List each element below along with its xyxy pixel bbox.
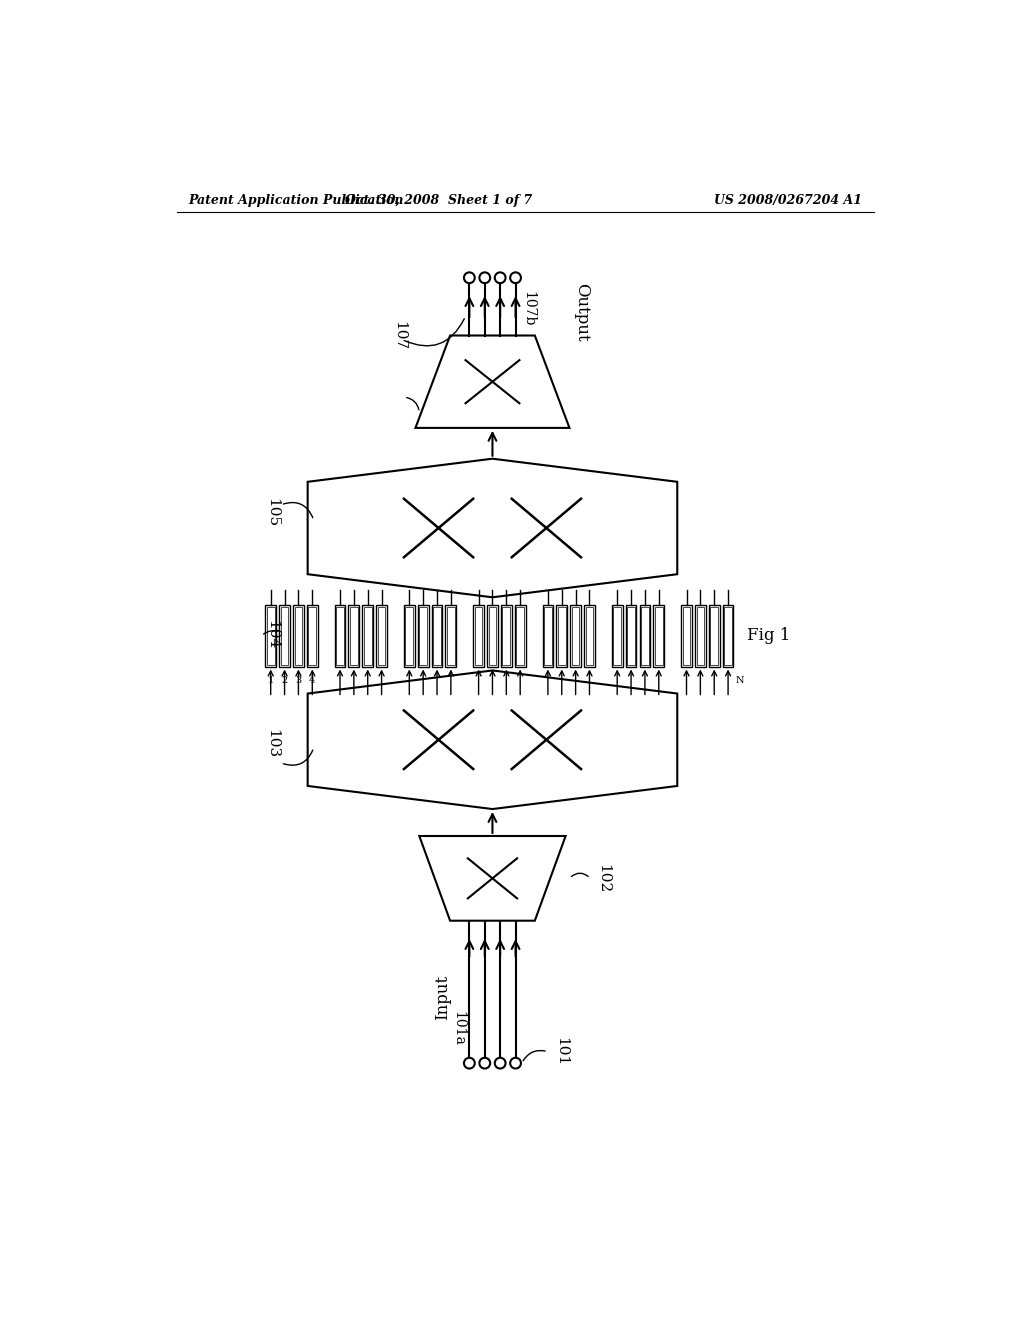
Bar bbox=[683, 607, 690, 665]
Bar bbox=[641, 607, 649, 665]
Bar bbox=[293, 605, 304, 667]
Bar bbox=[723, 605, 733, 667]
Text: Output: Output bbox=[573, 282, 590, 342]
Text: Input: Input bbox=[434, 975, 451, 1020]
Bar bbox=[406, 607, 413, 665]
Bar bbox=[613, 607, 621, 665]
Text: 101a: 101a bbox=[452, 1011, 466, 1045]
Bar bbox=[362, 605, 373, 667]
Text: Oct. 30, 2008  Sheet 1 of 7: Oct. 30, 2008 Sheet 1 of 7 bbox=[345, 194, 532, 207]
Text: Patent Application Publication: Patent Application Publication bbox=[188, 194, 403, 207]
Text: 4: 4 bbox=[309, 676, 315, 685]
Bar bbox=[376, 605, 387, 667]
Bar bbox=[695, 605, 706, 667]
Bar bbox=[571, 607, 580, 665]
Bar bbox=[350, 607, 357, 665]
Bar bbox=[487, 605, 498, 667]
Bar bbox=[308, 607, 316, 665]
Bar bbox=[681, 605, 692, 667]
Bar bbox=[640, 605, 650, 667]
Bar bbox=[709, 605, 720, 667]
Text: 107: 107 bbox=[392, 321, 407, 350]
Bar bbox=[473, 605, 484, 667]
Bar bbox=[335, 605, 345, 667]
Text: Fig 1: Fig 1 bbox=[746, 627, 790, 644]
Bar bbox=[488, 607, 497, 665]
Bar bbox=[281, 607, 289, 665]
Text: 107b: 107b bbox=[521, 290, 536, 326]
Bar bbox=[280, 605, 290, 667]
Bar bbox=[475, 607, 482, 665]
Bar bbox=[418, 605, 429, 667]
Bar bbox=[586, 607, 593, 665]
Bar bbox=[503, 607, 510, 665]
Text: 1: 1 bbox=[267, 676, 273, 685]
Bar bbox=[419, 607, 427, 665]
Text: 103: 103 bbox=[265, 729, 280, 758]
Bar bbox=[711, 607, 718, 665]
Bar bbox=[626, 605, 637, 667]
Bar bbox=[447, 607, 455, 665]
Bar bbox=[570, 605, 581, 667]
Bar bbox=[432, 605, 442, 667]
Text: 2: 2 bbox=[282, 676, 288, 685]
Bar bbox=[628, 607, 635, 665]
Text: 105: 105 bbox=[265, 498, 280, 527]
Bar bbox=[544, 607, 552, 665]
Text: N: N bbox=[736, 676, 744, 685]
Bar bbox=[501, 605, 512, 667]
Bar bbox=[403, 605, 415, 667]
Bar bbox=[267, 607, 274, 665]
Bar bbox=[445, 605, 457, 667]
Bar bbox=[307, 605, 317, 667]
Bar bbox=[653, 605, 665, 667]
Text: US 2008/0267204 A1: US 2008/0267204 A1 bbox=[714, 194, 862, 207]
Bar bbox=[611, 605, 623, 667]
Bar bbox=[378, 607, 385, 665]
Bar bbox=[265, 605, 276, 667]
Bar bbox=[558, 607, 565, 665]
Bar bbox=[295, 607, 302, 665]
Bar bbox=[433, 607, 441, 665]
Bar bbox=[336, 607, 344, 665]
Bar bbox=[364, 607, 372, 665]
Text: 101: 101 bbox=[554, 1038, 568, 1067]
Bar bbox=[696, 607, 705, 665]
Bar bbox=[543, 605, 553, 667]
Bar bbox=[348, 605, 359, 667]
Bar bbox=[584, 605, 595, 667]
Bar bbox=[724, 607, 732, 665]
Text: 104: 104 bbox=[265, 619, 280, 649]
Bar bbox=[515, 605, 525, 667]
Text: 3: 3 bbox=[295, 676, 301, 685]
Bar bbox=[516, 607, 524, 665]
Bar bbox=[556, 605, 567, 667]
Text: 102: 102 bbox=[596, 863, 610, 892]
Bar bbox=[655, 607, 663, 665]
